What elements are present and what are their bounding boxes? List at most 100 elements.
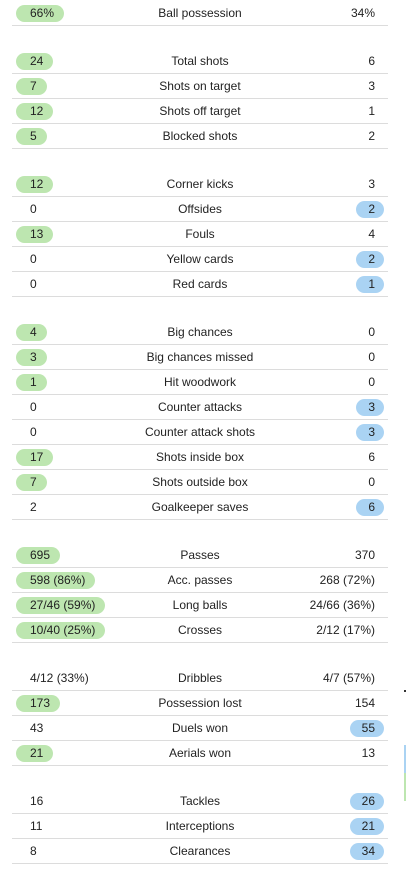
stat-label: Total shots [171,54,229,68]
stat-row: 0 Counter attacks 3 [12,396,388,420]
stat-row: 7 Shots on target 3 [12,75,388,99]
home-value: 24 [16,53,54,70]
away-value: 34% [350,6,375,20]
stat-row: 0 Red cards 1 [12,273,388,297]
away-value: 3 [356,399,384,416]
home-value: 695 [16,547,61,564]
home-value: 0 [30,400,37,414]
stat-row: 0 Counter attack shots 3 [12,421,388,445]
stat-label: Counter attack shots [144,425,256,439]
away-value: 26 [349,793,384,810]
away-value: 0 [368,325,375,339]
stat-group: 4 Big chances 0 3 Big chances missed 0 1 Hit wo… [0,321,410,520]
home-value: 11 [30,819,43,833]
home-value: 0 [30,202,37,216]
stat-group: 4/12 (33%) Dribbles 4/7 (57%) 173 Possession… [0,667,410,766]
stat-label: Interceptions [165,819,235,833]
away-value: 3 [368,79,375,93]
stat-label: Corner kicks [166,177,234,191]
away-value: 55 [349,720,384,737]
home-value: 4 [16,324,47,341]
away-value: 2 [368,129,375,143]
away-value: 2 [356,251,384,268]
home-value: 17 [16,449,54,466]
stat-label: Tackles [179,794,220,808]
stat-label: Clearances [169,844,231,858]
stat-row: 598 (86%) Acc. passes 268 (72%) [12,569,388,593]
stat-label: Hit woodwork [163,375,237,389]
edge-fragment-green [404,773,406,801]
home-value: 43 [30,721,44,735]
stat-row: 21 Aerials won 13 [12,742,388,766]
away-value: 0 [368,350,375,364]
away-value: 4/7 (57%) [322,671,375,685]
stat-row: 5 Blocked shots 2 [12,125,388,149]
stat-group: 66% Ball possession 34% [0,2,410,26]
home-value: 598 (86%) [16,572,96,589]
away-value: 34 [349,843,384,860]
home-value: 13 [16,226,54,243]
stat-label: Shots outside box [152,475,248,489]
edge-fragment-dark [404,690,406,692]
stat-label: Red cards [172,277,228,291]
stat-label: Shots on target [159,79,241,93]
stat-label: Big chances [167,325,233,339]
stat-group: 695 Passes 370 598 (86%) Acc. passes 268 (72%… [0,544,410,643]
stat-label: Goalkeeper saves [151,500,249,514]
home-value: 66% [16,5,65,22]
stat-row: 0 Offsides 2 [12,198,388,222]
home-value: 16 [30,794,44,808]
away-value: 6 [356,499,384,516]
away-value: 1 [356,276,384,293]
home-value: 4/12 (33%) [30,671,89,685]
stat-label: Fouls [185,227,215,241]
home-value: 1 [16,374,47,391]
stat-row: 17 Shots inside box 6 [12,446,388,470]
edge-fragment-blue [404,745,406,773]
stat-label: Counter attacks [157,400,243,414]
stat-row: 12 Shots off target 1 [12,100,388,124]
home-value: 21 [16,745,54,762]
stat-label: Shots inside box [155,450,245,464]
home-value: 173 [16,695,61,712]
home-value: 5 [16,128,47,145]
stat-label: Shots off target [159,104,241,118]
away-value: 3 [356,424,384,441]
stat-label: Possession lost [158,696,242,710]
away-value: 21 [349,818,384,835]
away-value: 13 [361,746,375,760]
stat-row: 10/40 (25%) Crosses 2/12 (17%) [12,619,388,643]
stat-label: Big chances missed [146,350,254,364]
away-value: 0 [368,475,375,489]
stat-row: 66% Ball possession 34% [12,2,388,26]
stat-row: 0 Yellow cards 2 [12,248,388,272]
stat-label: Yellow cards [166,252,234,266]
stat-label: Ball possession [158,6,242,20]
home-value: 0 [30,277,37,291]
away-value: 370 [354,548,375,562]
stat-row: 695 Passes 370 [12,544,388,568]
home-value: 3 [16,349,47,366]
home-value: 7 [16,78,47,95]
stat-row: 43 Duels won 55 [12,717,388,741]
away-value: 2 [356,201,384,218]
stat-row: 2 Goalkeeper saves 6 [12,496,388,520]
stat-label: Blocked shots [162,129,238,143]
stat-label: Passes [180,548,220,562]
stat-row: 12 Corner kicks 3 [12,173,388,197]
stat-label: Offsides [178,202,222,216]
stat-row: 27/46 (59%) Long balls 24/66 (36%) [12,594,388,618]
stat-row: 1 Hit woodwork 0 [12,371,388,395]
home-value: 12 [16,176,54,193]
home-value: 27/46 (59%) [16,597,106,614]
away-value: 4 [368,227,375,241]
stat-group: 12 Corner kicks 3 0 Offsides 2 13 Fouls 4 0 Yellow… [0,173,410,297]
stat-row: 16 Tackles 26 [12,790,388,814]
away-value: 6 [368,450,375,464]
away-value: 2/12 (17%) [316,623,375,637]
stat-row: 4 Big chances 0 [12,321,388,345]
away-value: 24/66 (36%) [309,598,375,612]
away-value: 268 (72%) [319,573,375,587]
away-value: 0 [368,375,375,389]
